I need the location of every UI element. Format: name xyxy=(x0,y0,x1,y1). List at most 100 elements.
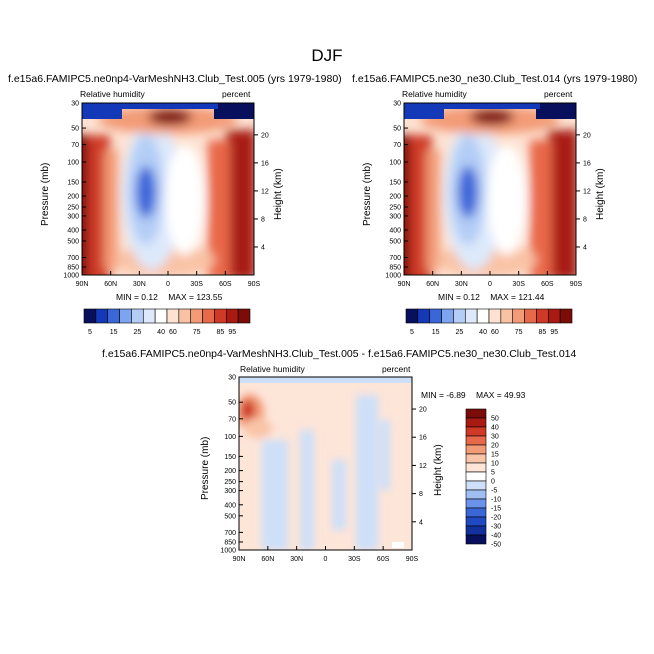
panel1-y2tick-label: 12 xyxy=(261,188,269,195)
colorbar-swatch xyxy=(131,308,144,324)
panel3-ytick-label: 200 xyxy=(224,468,236,475)
panel1-ytick-label: 700 xyxy=(67,255,79,262)
panel3-xtick-label: 60N xyxy=(261,556,274,563)
panel3-field xyxy=(239,377,412,550)
colorbar-label: -10 xyxy=(491,497,501,504)
colorbar-swatch xyxy=(225,308,239,324)
panel1-ytick-label: 30 xyxy=(71,101,79,108)
colorbar-swatch xyxy=(453,308,466,324)
panel1-xtick-label: 30S xyxy=(190,281,203,288)
colorbar-swatch xyxy=(465,489,487,500)
main-title: DJF xyxy=(311,46,343,65)
colorbar-swatch xyxy=(465,471,487,482)
colorbar-swatch xyxy=(417,308,431,324)
panel3-xtick-label: 30S xyxy=(348,556,361,563)
panel3-xtick-label: 60S xyxy=(377,556,390,563)
colorbar-label: 85 xyxy=(538,329,546,336)
panel1-xtick-label: 60N xyxy=(104,281,117,288)
panel1-xtick-label: 30N xyxy=(133,281,146,288)
colorbar-swatch xyxy=(500,308,514,324)
colorbar-label: 40 xyxy=(491,425,499,432)
panel2-ytick-label: 150 xyxy=(389,179,401,186)
panel1-y2tick-label: 20 xyxy=(261,132,269,139)
colorbar-label: 15 xyxy=(491,452,499,459)
colorbar-label: 50 xyxy=(491,416,499,423)
colorbar-swatch xyxy=(465,480,487,491)
colorbar-swatch xyxy=(429,308,442,324)
panel2-left-subtitle: Relative humidity xyxy=(402,89,467,99)
panel2-y2tick-label: 12 xyxy=(583,188,591,195)
panel1-ytick-label: 100 xyxy=(67,160,79,167)
panel3-ytick-label: 400 xyxy=(224,502,236,509)
colorbar-swatch xyxy=(166,308,180,324)
panel3-y2tick-label: 4 xyxy=(419,519,423,526)
colorbar-label: 30 xyxy=(491,434,499,441)
colorbar-swatch xyxy=(465,525,487,536)
panel3-ytick-label: 150 xyxy=(224,454,236,461)
panel1-ytick-label: 200 xyxy=(67,194,79,201)
panel1-title: f.e15a6.FAMIPC5.ne0np4-VarMeshNH3.Club_T… xyxy=(8,73,342,85)
panel3-y2tick-label: 12 xyxy=(419,463,427,470)
colorbar-label: -40 xyxy=(491,533,501,540)
panel3-ytick-label: 70 xyxy=(228,416,236,423)
colorbar-swatch xyxy=(178,308,192,324)
panel2-ytick-label: 500 xyxy=(389,239,401,246)
panel3-ytick-label: 850 xyxy=(224,539,236,546)
panel1-min-label: MIN = xyxy=(116,292,142,302)
panel2-ytick-label: 200 xyxy=(389,194,401,201)
panel2-ytick-label: 700 xyxy=(389,255,401,262)
panel1-ytick-label: 400 xyxy=(67,228,79,235)
colorbar-label: 5 xyxy=(410,329,414,336)
panel1-min-value: 0.12 xyxy=(141,292,158,302)
colorbar-label: -15 xyxy=(491,506,501,513)
colorbar-swatch xyxy=(465,534,487,545)
colorbar-swatch xyxy=(465,435,487,446)
colorbar-swatch xyxy=(107,308,120,324)
panel3-ytick-label: 50 xyxy=(228,400,236,407)
colorbar-swatch xyxy=(237,308,251,324)
axes-layer: 90N 60N 30N 0 30S 60S 90S100085070050040030025… xyxy=(63,101,590,564)
panel1-max-value: 123.55 xyxy=(196,292,223,302)
colorbar-label: 15 xyxy=(432,329,440,336)
colorbar-label: 40 xyxy=(479,329,487,336)
colorbar-label: 10 xyxy=(491,461,499,468)
colorbar-swatch xyxy=(524,308,537,324)
colorbar-label: -30 xyxy=(491,524,501,531)
panel3-y2tick-label: 20 xyxy=(419,407,427,414)
panel1-ytick-label: 70 xyxy=(71,142,79,149)
colorbar-swatch xyxy=(547,308,561,324)
panel1-stats: MIN = 0.12 MAX = 123.55 xyxy=(116,292,222,302)
colorbar-swatch xyxy=(465,516,487,527)
panel2-ytick-label: 850 xyxy=(389,265,401,272)
panel2-xtick-label: 90N xyxy=(398,281,411,288)
colorbar-swatch xyxy=(214,308,227,324)
panel2-stats: MIN = 0.12 MAX = 121.44 xyxy=(438,292,544,302)
panel3-ytick-label: 250 xyxy=(224,479,236,486)
colorbar-label: -50 xyxy=(491,542,501,549)
panel1-right-subtitle: percent xyxy=(222,89,251,99)
colorbar-swatch xyxy=(154,308,168,324)
panel2-ytick-label: 30 xyxy=(393,101,401,108)
panel2-min-value: 0.12 xyxy=(463,292,480,302)
panel2-ytick-label: 100 xyxy=(389,160,401,167)
colorbar-label: 5 xyxy=(88,329,92,336)
panel2-xtick-label: 0 xyxy=(488,281,492,288)
colorbar-swatch xyxy=(465,408,487,419)
colorbar-label: 95 xyxy=(550,329,558,336)
colorbar-swatch xyxy=(405,308,419,324)
panel1-ytick-label: 500 xyxy=(67,239,79,246)
panel2-y2tick-label: 16 xyxy=(583,160,591,167)
panel2-xtick-label: 60N xyxy=(426,281,439,288)
panel1-ytick-label: 250 xyxy=(67,205,79,212)
panel1-ytick-label: 1000 xyxy=(63,273,79,280)
colorbar-label: 25 xyxy=(133,329,141,336)
colorbar-swatch xyxy=(83,308,97,324)
panel3-left-subtitle: Relative humidity xyxy=(240,364,305,374)
panel2-xtick-label: 30S xyxy=(512,281,525,288)
colorbar-swatch xyxy=(441,308,454,324)
panel2-ytick-label: 70 xyxy=(393,142,401,149)
panel3-max-value: 49.93 xyxy=(504,390,526,400)
colorbar-swatch xyxy=(464,308,478,324)
colorbar-label: 20 xyxy=(491,443,499,450)
